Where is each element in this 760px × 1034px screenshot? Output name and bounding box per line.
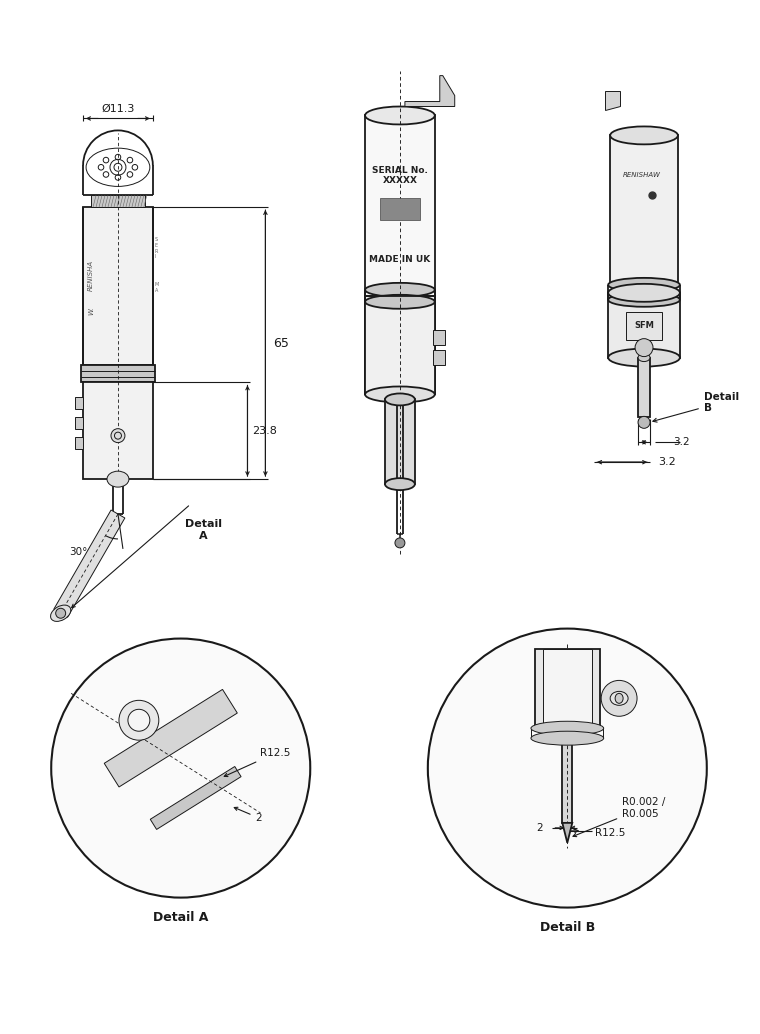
Bar <box>380 199 420 220</box>
Ellipse shape <box>531 722 603 735</box>
Circle shape <box>601 680 637 717</box>
Circle shape <box>638 417 650 428</box>
Polygon shape <box>104 690 237 787</box>
Polygon shape <box>150 766 241 829</box>
Text: MADE IN UK: MADE IN UK <box>369 255 431 265</box>
Ellipse shape <box>107 472 129 487</box>
Ellipse shape <box>608 348 680 366</box>
Text: Detail
A: Detail A <box>185 519 222 541</box>
Ellipse shape <box>51 605 71 621</box>
Text: Detail
B: Detail B <box>653 392 739 422</box>
Bar <box>83 207 153 365</box>
Ellipse shape <box>608 293 680 307</box>
Text: 23.8: 23.8 <box>252 426 277 435</box>
Text: R0.002 /
R0.005: R0.002 / R0.005 <box>573 797 666 837</box>
Text: 3.2: 3.2 <box>673 437 690 448</box>
Ellipse shape <box>608 284 680 302</box>
Polygon shape <box>605 91 620 111</box>
Bar <box>91 195 145 207</box>
Bar <box>432 349 445 365</box>
Ellipse shape <box>610 126 678 145</box>
Bar <box>610 135 678 284</box>
Text: M
A: M A <box>155 282 159 293</box>
Circle shape <box>635 339 653 357</box>
Bar <box>638 358 650 418</box>
Bar <box>543 648 592 728</box>
Bar <box>75 418 83 429</box>
Bar <box>365 116 435 394</box>
Text: 65: 65 <box>274 337 290 349</box>
Ellipse shape <box>385 478 415 490</box>
Text: 2: 2 <box>536 823 543 832</box>
Polygon shape <box>54 510 125 617</box>
Bar <box>432 330 445 344</box>
Polygon shape <box>405 75 454 107</box>
Circle shape <box>111 429 125 443</box>
Bar <box>81 365 155 383</box>
Ellipse shape <box>385 394 415 405</box>
Text: 2: 2 <box>234 808 262 823</box>
Text: Detail A: Detail A <box>153 911 208 924</box>
Bar <box>385 399 415 484</box>
Ellipse shape <box>610 692 628 705</box>
Ellipse shape <box>531 731 603 746</box>
Bar <box>626 312 662 339</box>
Text: 30°: 30° <box>69 547 87 557</box>
Bar <box>608 293 680 358</box>
Ellipse shape <box>365 387 435 402</box>
Text: SFM: SFM <box>634 322 654 330</box>
Circle shape <box>119 700 159 740</box>
Text: Detail B: Detail B <box>540 921 595 934</box>
Text: SERIAL No.
XXXXX: SERIAL No. XXXXX <box>372 165 428 185</box>
Text: W.: W. <box>88 306 94 315</box>
Ellipse shape <box>638 354 650 362</box>
Circle shape <box>428 629 707 908</box>
Ellipse shape <box>615 694 623 703</box>
Ellipse shape <box>608 278 680 292</box>
Text: Ø11.3: Ø11.3 <box>101 103 135 114</box>
Ellipse shape <box>365 295 435 309</box>
Polygon shape <box>562 823 572 843</box>
Circle shape <box>128 709 150 731</box>
Text: RENISHAW: RENISHAW <box>623 173 661 178</box>
Text: R12.5: R12.5 <box>224 749 291 777</box>
Text: R12.5: R12.5 <box>595 828 625 838</box>
Bar <box>365 296 435 394</box>
Circle shape <box>55 608 65 618</box>
Bar <box>562 743 572 823</box>
Text: RENISHA: RENISHA <box>88 261 94 292</box>
Text: 3.2: 3.2 <box>658 457 676 467</box>
Bar <box>75 437 83 449</box>
Circle shape <box>51 639 310 898</box>
Ellipse shape <box>365 107 435 124</box>
Text: S
E
R
I: S E R I <box>155 237 158 260</box>
Circle shape <box>395 538 405 548</box>
Bar <box>536 648 600 728</box>
Bar <box>75 397 83 409</box>
Ellipse shape <box>365 283 435 297</box>
Bar <box>83 383 153 479</box>
